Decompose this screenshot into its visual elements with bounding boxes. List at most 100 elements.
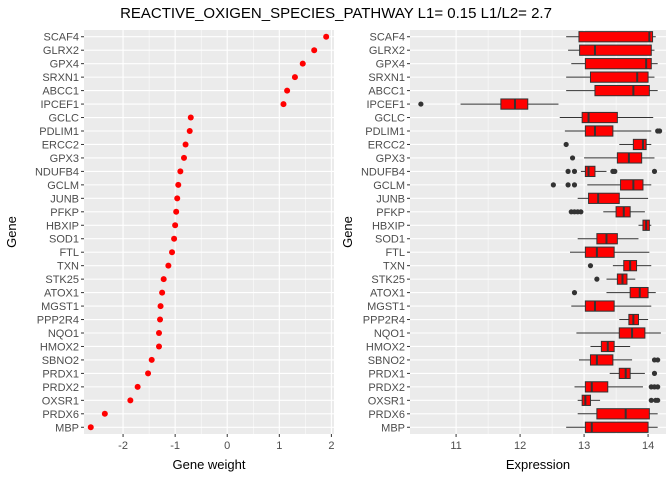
weight-point-gpx3 bbox=[181, 154, 187, 161]
weight-point-mbp bbox=[87, 424, 94, 431]
expression-x-tick-label: 14 bbox=[642, 440, 654, 452]
weight-point-gclc bbox=[187, 114, 194, 121]
outlier-ipcef1 bbox=[418, 101, 424, 107]
box-scaf4 bbox=[578, 31, 654, 43]
weight-point-atox1 bbox=[159, 289, 166, 296]
weights-gene-label: PRDX6 bbox=[42, 409, 79, 421]
weights-gene-label: SRXN1 bbox=[42, 72, 79, 84]
weights-gene-label: NQO1 bbox=[48, 328, 79, 340]
weight-point-mgst1 bbox=[157, 303, 164, 310]
weights-gene-label: JUNB bbox=[50, 193, 79, 205]
box-gpx4 bbox=[584, 58, 652, 70]
weight-point-stk25 bbox=[160, 276, 167, 283]
weight-point-prdx2 bbox=[134, 383, 141, 390]
expression-gene-label: OXSR1 bbox=[368, 395, 405, 407]
weights-gene-label: FTL bbox=[59, 247, 79, 259]
weight-point-hmox2 bbox=[156, 343, 162, 350]
weight-point-txn bbox=[165, 262, 172, 269]
weights-gene-label: SCAF4 bbox=[44, 32, 79, 44]
weight-point-ercc2 bbox=[182, 141, 189, 148]
weights-gene-label: ERCC2 bbox=[42, 139, 79, 151]
expression-gene-label: HMOX2 bbox=[366, 341, 405, 353]
weights-gene-label: GCLM bbox=[47, 180, 79, 192]
box-prdx6 bbox=[596, 408, 650, 420]
weight-point-prdx6 bbox=[101, 410, 108, 417]
weights-x-tick-label: 1 bbox=[276, 440, 282, 452]
weight-point-ipcef1 bbox=[280, 101, 287, 108]
expression-x-axis-title: Expression bbox=[506, 457, 570, 472]
weights-x-tick-label: 0 bbox=[224, 440, 230, 452]
expression-gene-label: GPX3 bbox=[376, 153, 405, 165]
weights-gene-label: SOD1 bbox=[49, 234, 79, 246]
expression-gene-label: FTL bbox=[385, 247, 405, 259]
expression-gene-label: TXN bbox=[383, 261, 405, 273]
expression-y-axis-title: Gene bbox=[340, 216, 355, 248]
weights-gene-label: STK25 bbox=[45, 274, 79, 286]
weights-gene-label: OXSR1 bbox=[42, 395, 79, 407]
weight-point-ndufb4 bbox=[177, 168, 184, 175]
weight-point-hbxip bbox=[172, 222, 179, 229]
box-srxn1 bbox=[589, 71, 649, 83]
box-pdlim1 bbox=[584, 125, 614, 137]
weight-point-ppp2r4 bbox=[157, 316, 164, 323]
expression-gene-label: STK25 bbox=[371, 274, 405, 286]
expression-gene-label: ABCC1 bbox=[368, 86, 405, 98]
expression-x-tick-label: 11 bbox=[450, 440, 461, 452]
outlier-oxsr1 bbox=[655, 397, 661, 403]
weights-gene-label: NDUFB4 bbox=[35, 166, 79, 178]
outlier-oxsr1 bbox=[648, 397, 654, 403]
weights-gene-label: GPX3 bbox=[50, 153, 79, 165]
box-ndufb4 bbox=[584, 165, 596, 178]
expression-gene-label: ATOX1 bbox=[370, 288, 405, 300]
box-ercc2 bbox=[632, 138, 647, 151]
expression-gene-label: GLRX2 bbox=[369, 45, 405, 57]
outlier-gpx3 bbox=[569, 155, 576, 161]
expression-gene-label: PPP2R4 bbox=[363, 315, 405, 327]
weights-panel-background bbox=[84, 30, 334, 434]
weights-gene-label: MBP bbox=[55, 422, 79, 434]
weights-gene-label: PFKP bbox=[50, 207, 79, 219]
expression-gene-label: ERCC2 bbox=[368, 139, 405, 151]
outlier-ndufb4 bbox=[565, 168, 571, 174]
weights-gene-label: ATOX1 bbox=[44, 288, 79, 300]
expression-gene-label: GCLM bbox=[373, 180, 405, 192]
expression-gene-label: PRDX1 bbox=[368, 368, 405, 380]
weight-point-abcc1 bbox=[284, 87, 291, 94]
weights-gene-label: PDLIM1 bbox=[39, 126, 79, 138]
weight-point-oxsr1 bbox=[127, 397, 134, 404]
expression-gene-label: SBNO2 bbox=[368, 355, 405, 367]
outlier-pdlim1 bbox=[657, 128, 663, 134]
outlier-atox1 bbox=[571, 290, 578, 296]
weight-point-sod1 bbox=[171, 235, 178, 242]
expression-gene-label: PRDX6 bbox=[368, 409, 405, 421]
weights-gene-label: MGST1 bbox=[41, 301, 79, 313]
outlier-txn bbox=[587, 263, 594, 269]
expression-gene-label: MGST1 bbox=[367, 301, 405, 313]
box-glrx2 bbox=[579, 44, 652, 56]
expression-panel-background bbox=[410, 30, 666, 434]
weights-x-tick-label: 2 bbox=[328, 440, 334, 452]
weights-gene-label: GPX4 bbox=[50, 59, 79, 71]
weights-gene-label: SBNO2 bbox=[42, 355, 79, 367]
expression-gene-label: JUNB bbox=[376, 193, 405, 205]
weight-point-ftl bbox=[169, 249, 176, 256]
box-abcc1 bbox=[594, 84, 650, 97]
weight-point-srxn1 bbox=[291, 74, 298, 81]
box-sbno2 bbox=[589, 354, 614, 366]
weights-gene-label: HMOX2 bbox=[40, 341, 79, 353]
expression-gene-label: PRDX2 bbox=[368, 382, 405, 394]
expression-gene-label: MBP bbox=[381, 422, 405, 434]
weights-gene-label: PPP2R4 bbox=[37, 315, 79, 327]
expression-gene-label: SCAF4 bbox=[370, 32, 405, 44]
box-prdx2 bbox=[584, 381, 609, 393]
weights-gene-label: ABCC1 bbox=[42, 86, 79, 98]
weight-point-nqo1 bbox=[156, 330, 162, 336]
weight-point-sbno2 bbox=[148, 356, 155, 363]
weights-x-tick-label: -2 bbox=[118, 440, 128, 452]
weight-point-gclm bbox=[175, 181, 182, 188]
expression-gene-label: GCLC bbox=[374, 113, 405, 125]
weight-point-scaf4 bbox=[323, 33, 330, 40]
